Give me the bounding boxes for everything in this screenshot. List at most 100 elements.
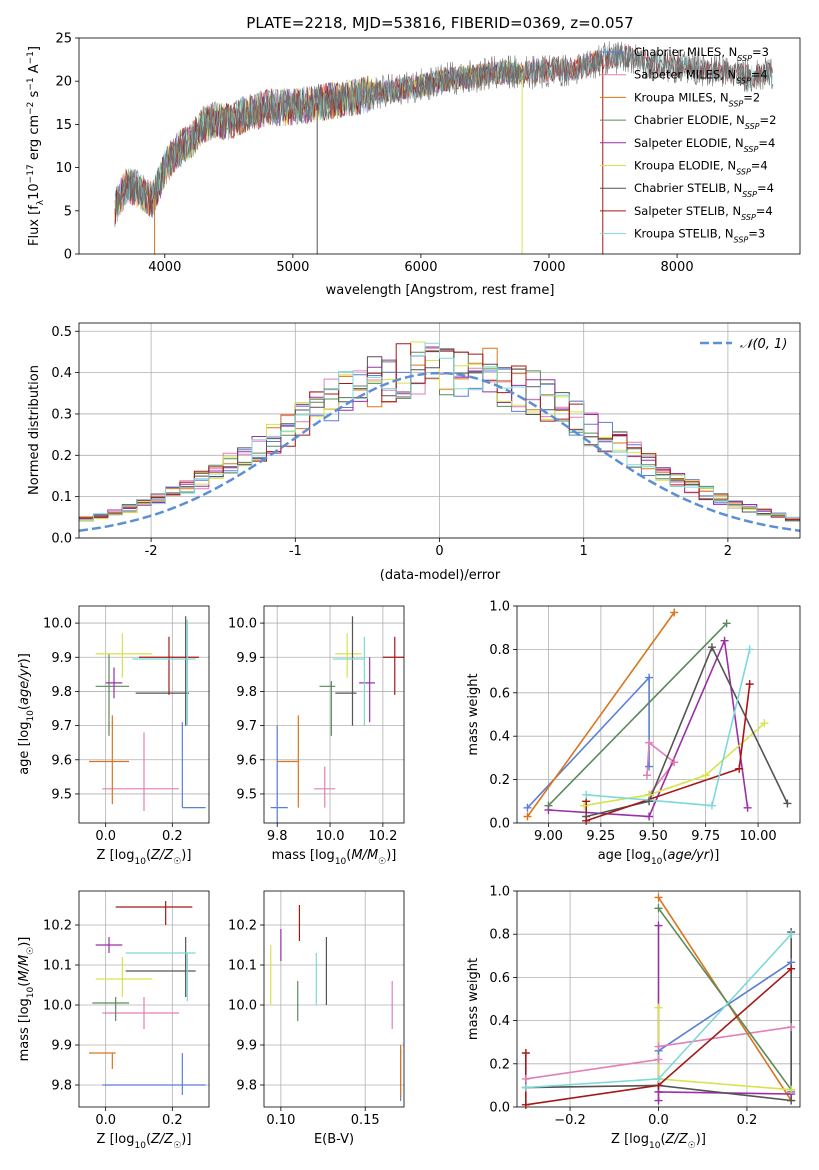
- y-axis-label: age [log10(age/yr)]: [17, 653, 36, 775]
- y-axis-label-part: ☉: [26, 947, 36, 955]
- x-tick-label: 0.0: [95, 1113, 116, 1128]
- weight-marker-salpeter_miles: [645, 738, 654, 747]
- y-tick-label: 0.2: [489, 1057, 510, 1072]
- legend-label-part: =4: [756, 204, 773, 218]
- legend-label-part: Kroupa STELIB, N: [634, 227, 734, 241]
- x-tick-label: 9.00: [534, 829, 563, 844]
- x-tick-label: 0.0: [648, 1113, 669, 1128]
- y-axis-label-part: mass [log: [17, 998, 32, 1061]
- weight-line-chabrier_elodie: [547, 622, 728, 807]
- x-axis-label-part: 10: [134, 1141, 146, 1151]
- y-tick-label: 0.6: [489, 686, 510, 701]
- weight-marker-salpeter_miles: [787, 1023, 796, 1032]
- y-axis-label-part: 10: [26, 710, 36, 722]
- x-axis-label-part: (: [660, 1132, 665, 1147]
- spectrum-plot-area: [114, 41, 774, 254]
- y-tick-label: 0.0: [489, 1101, 510, 1116]
- Z-weight-axes-frame: [516, 890, 801, 1108]
- x-axis-label: Z [log10(Z/Z☉)]: [611, 1132, 706, 1151]
- y-tick-label: 10: [55, 161, 72, 176]
- weight-marker-salpeter_miles: [521, 1074, 530, 1083]
- legend-label-part: SSP: [742, 190, 757, 199]
- x-axis-label-part: mass [log: [272, 848, 335, 863]
- y-tick-label: 0.4: [489, 730, 510, 745]
- chart-title: PLATE=2218, MJD=53816, FIBERID=0369, z=0…: [246, 14, 633, 32]
- y-tick-label: 0.8: [489, 928, 510, 943]
- weight-marker-salpeter_miles: [654, 1055, 663, 1064]
- legend-label-part: =3: [752, 45, 769, 59]
- y-axis-label-part: age [log: [17, 722, 32, 775]
- y-axis-label-part: A: [27, 64, 42, 77]
- y-axis-label-part: λ: [36, 199, 46, 205]
- y-axis-label-part: −2: [26, 102, 36, 115]
- y-axis-label-part: −1: [26, 51, 36, 64]
- weight-marker-salpeter_stelib: [735, 764, 744, 773]
- weight-line-kroupa_elodie: [583, 722, 765, 807]
- y-axis-label-part: ]: [27, 46, 42, 51]
- x-axis-label-part: Z/Z: [665, 1132, 689, 1147]
- weight-marker-salpeter_stelib: [787, 964, 796, 973]
- weight-marker-kroupa_elodie: [701, 771, 710, 780]
- legend-label: Kroupa ELODIE, NSSP=4: [634, 159, 768, 177]
- weight-marker-kroupa_stelib: [654, 1074, 663, 1083]
- weight-marker-kroupa_elodie: [654, 1003, 663, 1012]
- y-axis-label: mass weight: [466, 673, 481, 755]
- y-tick-label: 0.6: [489, 971, 510, 986]
- weight-marker-salpeter_stelib: [582, 816, 591, 825]
- x-axis-label: Z [log10(Z/Z☉)]: [97, 1132, 192, 1151]
- x-tick-label: 10.00: [739, 829, 776, 844]
- x-axis-label-part: M/M: [351, 848, 378, 863]
- weight-marker-kroupa_miles: [654, 893, 663, 902]
- x-axis-label-part: )]: [709, 848, 719, 863]
- y-tick-label: 9.6: [236, 753, 257, 768]
- legend-label-part: SSP: [745, 122, 760, 131]
- y-tick-label: 9.7: [51, 719, 72, 734]
- y-tick-label: 9.9: [51, 1039, 72, 1054]
- y-axis-label-part: −17: [26, 164, 36, 183]
- y-axis-label-part: 10: [27, 183, 42, 200]
- x-tick-label: −0.2: [554, 1113, 586, 1128]
- spectrum-axes-frame: [78, 37, 801, 255]
- legend-label-part: SSP: [729, 99, 744, 108]
- EBV-mass-plot-area: [264, 891, 404, 1107]
- y-tick-label: 5: [64, 204, 72, 219]
- weight-marker-kroupa_miles: [523, 812, 532, 821]
- weight-line-chabrier_stelib: [586, 645, 789, 818]
- y-axis-label-part: s: [27, 90, 42, 101]
- y-tick-label: 0.5: [51, 325, 72, 340]
- x-axis-label-part: 10: [134, 857, 146, 867]
- weight-marker-chabrier_elodie: [654, 904, 663, 913]
- x-axis-label-part: Z/Z: [150, 1132, 174, 1147]
- residuals-axes-frame: [78, 322, 801, 539]
- y-tick-label: 9.5: [51, 787, 72, 802]
- mass-age-axes-frame: [263, 605, 405, 824]
- y-axis-label-part: (: [17, 982, 32, 987]
- weight-marker-chabrier_stelib: [645, 797, 654, 806]
- legend-label-part: Chabrier STELIB, N: [634, 181, 742, 195]
- y-tick-label: 0: [64, 248, 72, 263]
- x-axis-label-part: Z/Z: [150, 848, 174, 863]
- legend-label-part: SSP: [741, 212, 756, 221]
- y-tick-label: 10.2: [228, 919, 257, 934]
- x-tick-label: 2: [724, 544, 732, 559]
- y-axis-label: mass weight: [466, 958, 481, 1040]
- legend-label: Chabrier STELIB, NSSP=4: [634, 181, 774, 199]
- x-axis-label-part: age [log: [598, 848, 651, 863]
- x-axis-label-part: )]: [181, 1132, 191, 1147]
- age-weight-axes-frame: [516, 605, 801, 824]
- weight-line-chabrier_stelib: [525, 932, 792, 1102]
- y-tick-label: 1.0: [489, 885, 510, 900]
- y-tick-label: 0.3: [51, 407, 72, 422]
- y-axis-label-part: )]: [17, 937, 32, 947]
- x-axis-label-part: 10: [335, 857, 347, 867]
- y-tick-label: 10.1: [43, 959, 72, 974]
- legend-label-part: =2: [760, 113, 777, 127]
- mass-age-plot-area: [264, 606, 404, 823]
- Z-mass-axes-frame: [78, 890, 210, 1108]
- weight-marker-kroupa_elodie: [787, 1085, 796, 1094]
- x-axis-label-part: 10: [651, 857, 663, 867]
- weight-marker-kroupa_stelib: [745, 645, 754, 654]
- x-axis-label: E(B-V): [314, 1132, 354, 1147]
- y-tick-label: 9.8: [51, 685, 72, 700]
- x-tick-label: 1: [580, 544, 588, 559]
